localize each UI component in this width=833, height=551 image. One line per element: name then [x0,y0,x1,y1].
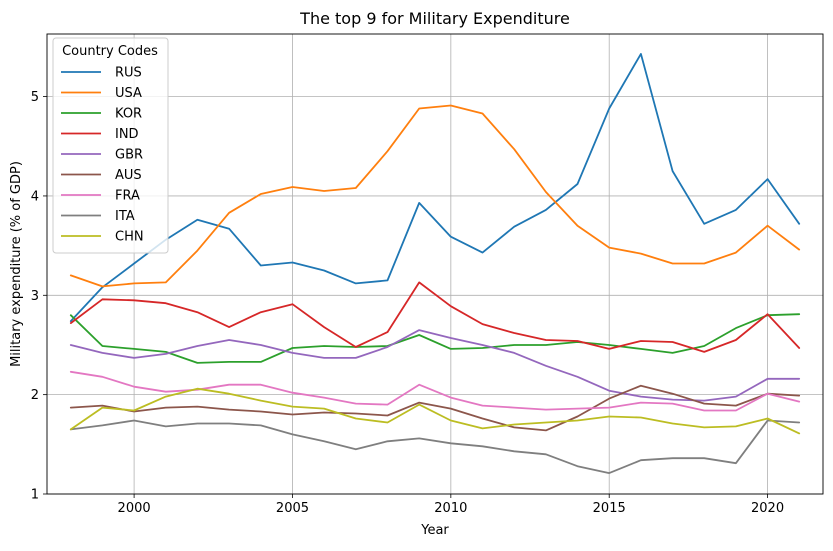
chart-title: The top 9 for Military Expenditure [299,9,570,28]
series-line-aus [69,384,801,432]
legend-items: RUS USA KOR IND GBR AUS FRA ITA CHN [61,66,144,245]
x-tick-label: 2015 [593,501,626,516]
series-line-gbr [69,329,801,402]
legend-label-usa: USA [115,86,142,101]
legend: Country Codes RUS USA KOR IND GBR AUS FRA ITA CH… [52,37,169,254]
y-tick-label: 1 [31,488,39,503]
series-line-kor [69,313,801,364]
series-lines [69,53,801,475]
x-tick-label: 2020 [751,501,784,516]
x-axis-label: Year [420,523,449,538]
legend-label-chn: CHN [115,230,144,245]
x-tick-label: 2010 [434,501,467,516]
series-line-usa [69,104,801,288]
legend-label-rus: RUS [115,66,142,81]
y-tick-label: 5 [31,90,39,105]
plot-area-frame [46,33,824,495]
series-line-ita [69,419,801,475]
legend-box [52,37,169,254]
axis-ticks: 2000 2005 2010 2015 2020 1 2 3 4 5 [31,90,784,516]
y-tick-label: 2 [31,388,39,403]
legend-label-aus: AUS [115,168,142,183]
x-tick-label: 2005 [276,501,309,516]
series-line-chn [69,387,801,435]
series-line-ind [69,281,801,353]
y-axis-label: Military expenditure (% of GDP) [9,161,24,367]
y-tick-label: 4 [31,189,39,204]
x-tick-label: 2000 [118,501,151,516]
legend-label-ind: IND [115,127,139,142]
legend-label-ita: ITA [115,209,135,224]
series-line-rus [69,53,801,323]
legend-label-gbr: GBR [115,148,143,163]
legend-title: Country Codes [62,44,158,59]
legend-label-fra: FRA [115,189,140,204]
y-tick-label: 3 [31,289,39,304]
legend-label-kor: KOR [115,107,142,122]
